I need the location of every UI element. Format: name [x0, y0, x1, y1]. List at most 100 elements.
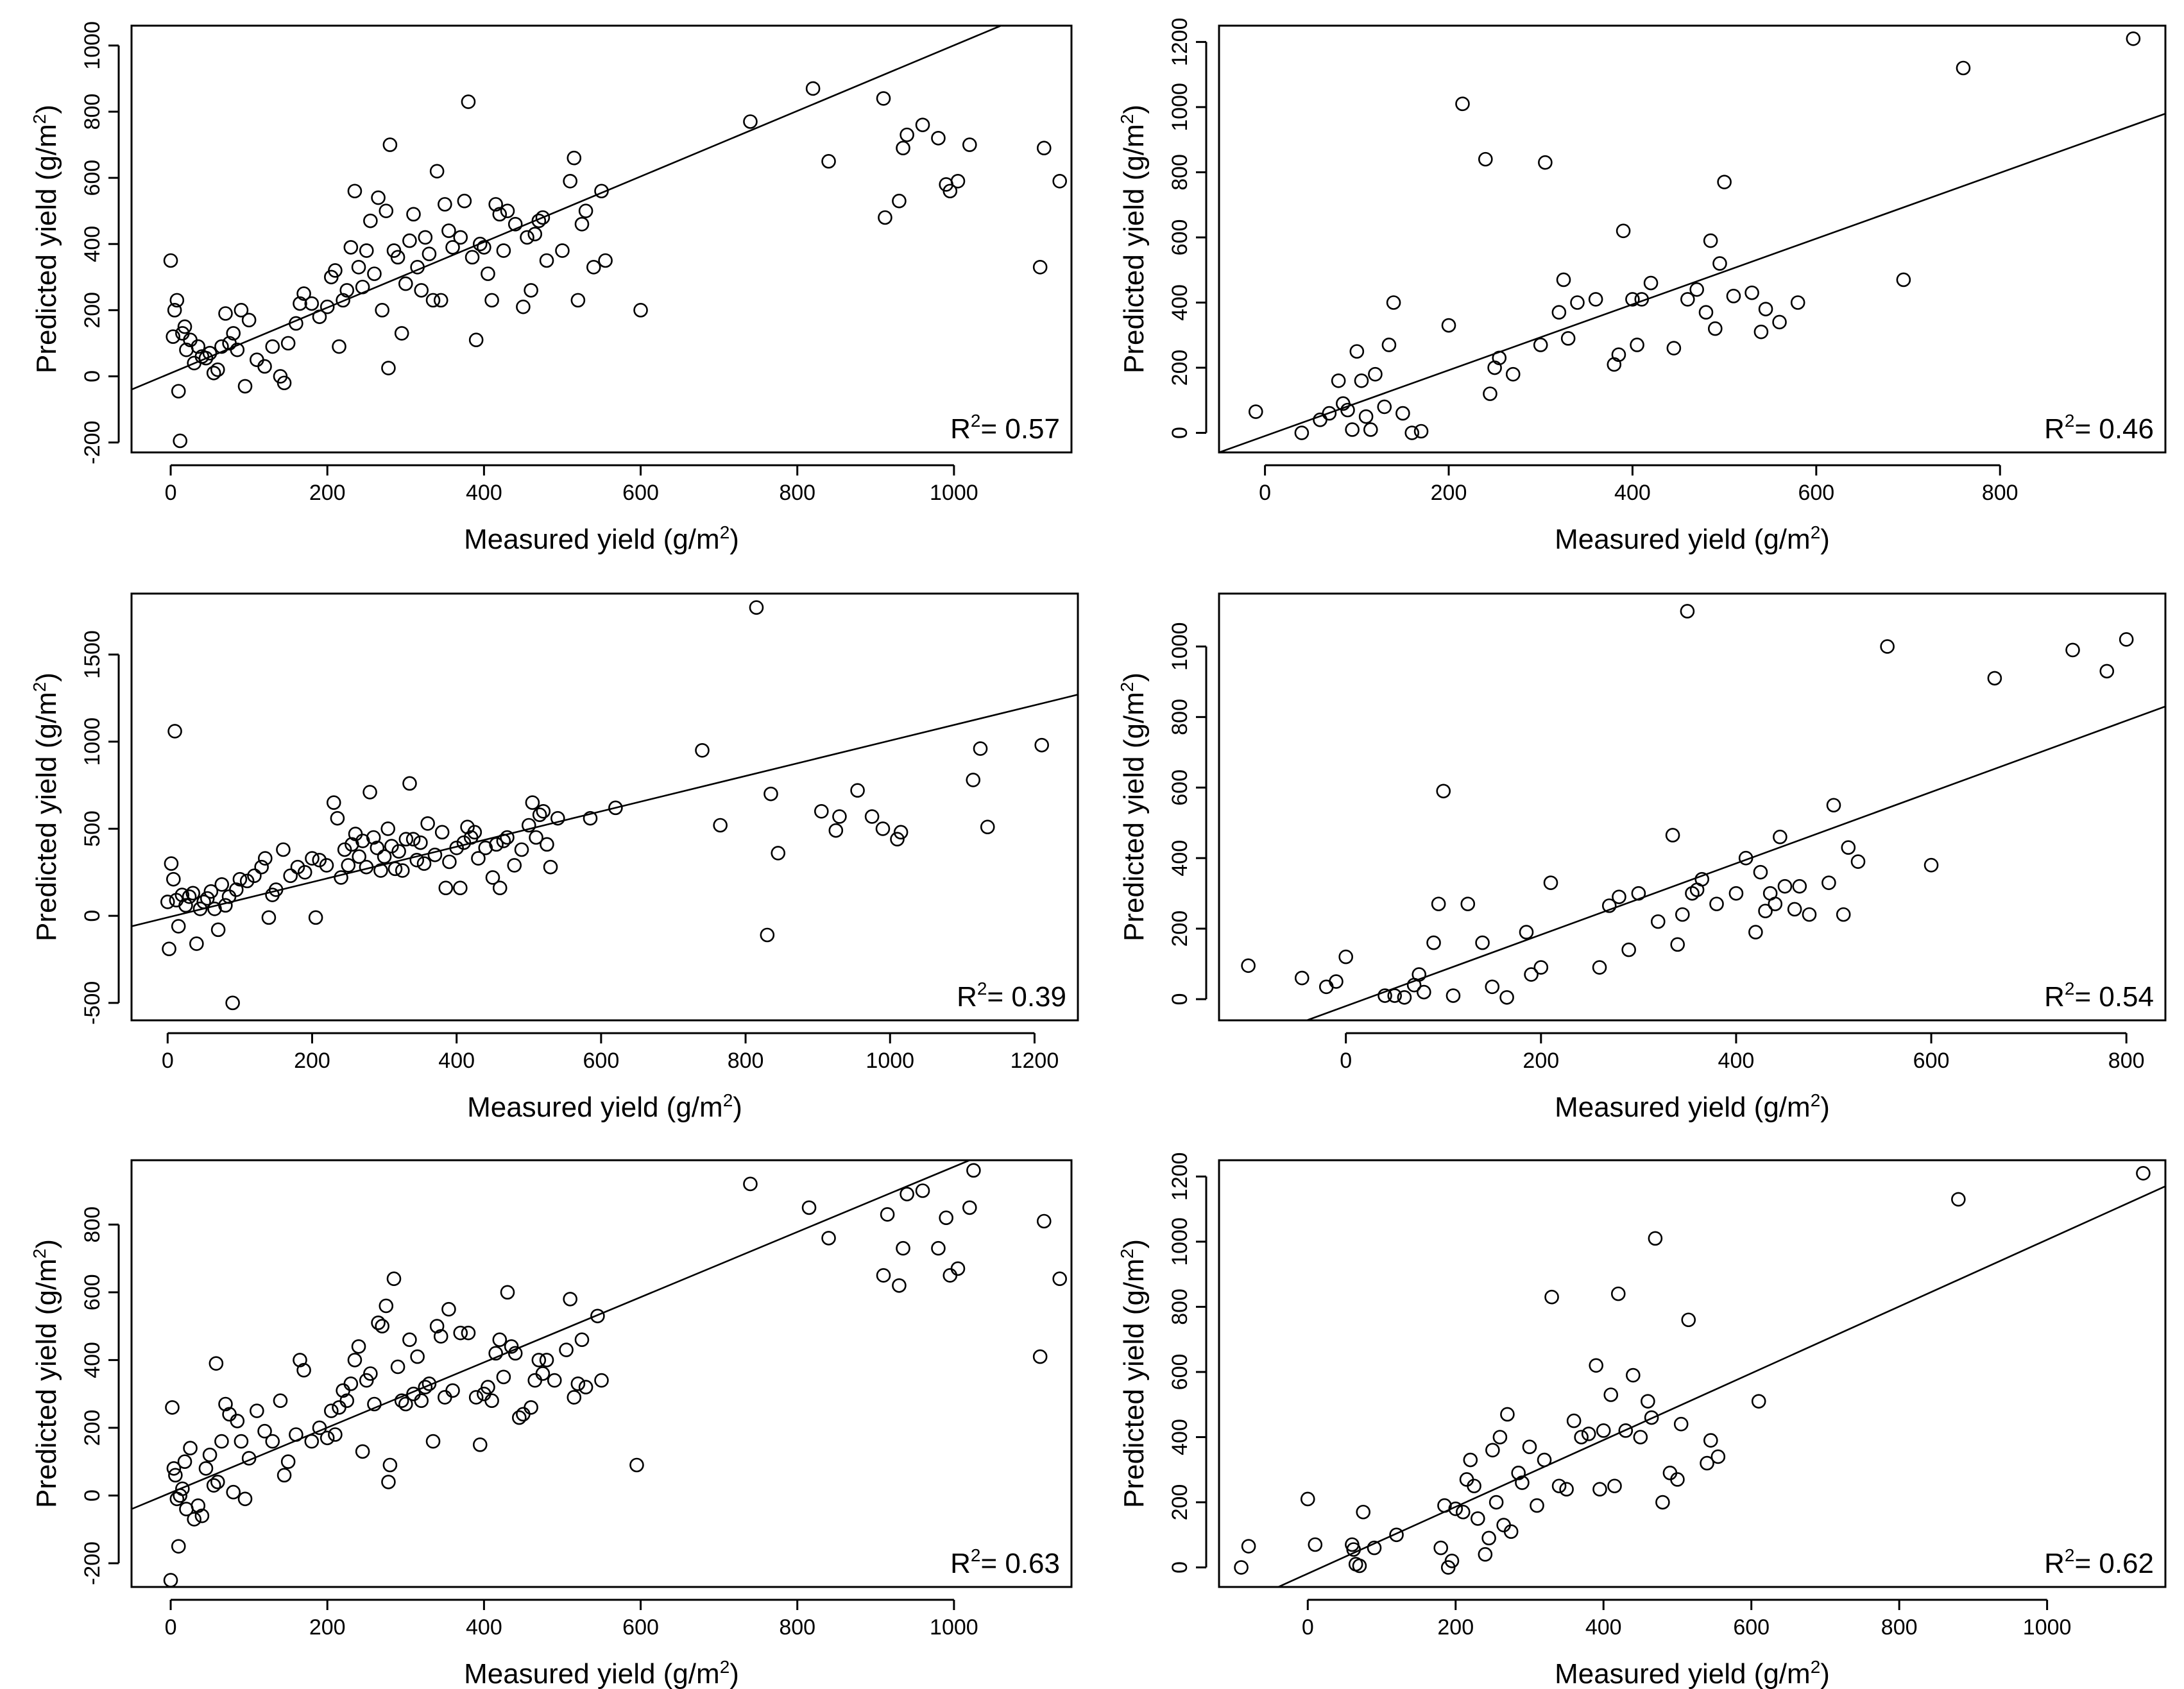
y-axis-title-sup: 2 [30, 114, 49, 124]
data-point [492, 1332, 508, 1348]
regression-line [1219, 112, 2165, 452]
data-point [943, 184, 958, 199]
data-point [241, 313, 257, 328]
y-tick-label: 0 [80, 910, 105, 922]
y-tick-label: 500 [80, 810, 105, 847]
data-point [973, 741, 988, 756]
data-point [1537, 1452, 1552, 1468]
plot-area [132, 26, 1067, 449]
data-point [893, 825, 909, 840]
data-point [198, 350, 214, 366]
data-point [425, 1434, 441, 1449]
data-point [418, 1380, 433, 1394]
data-point [1354, 373, 1369, 388]
r2-sup: 2 [971, 411, 981, 431]
data-point [1738, 850, 1753, 866]
data-point [162, 941, 176, 957]
data-point [821, 1231, 836, 1246]
data-point [1499, 990, 1514, 1005]
data-point [1475, 935, 1490, 950]
data-point [1581, 1427, 1596, 1441]
data-point [1611, 347, 1626, 363]
y-tick-label: 200 [80, 292, 105, 329]
r2-sup: 2 [2065, 1545, 2075, 1565]
data-point [500, 1285, 515, 1300]
data-point [1665, 828, 1680, 843]
data-point [1241, 1539, 1256, 1554]
data-point [527, 1373, 543, 1388]
y-tick-label: 600 [1168, 219, 1192, 256]
x-tick-label: 200 [1523, 1049, 1559, 1073]
data-point [209, 1356, 224, 1371]
plot-frame [130, 24, 1073, 454]
data-point [1241, 958, 1256, 973]
data-point [453, 880, 468, 896]
x-tick-label: 400 [466, 1615, 502, 1640]
data-point [1551, 1479, 1567, 1493]
data-point [390, 250, 405, 265]
data-point [351, 260, 366, 275]
regression-line [132, 694, 1078, 927]
data-point [1670, 1472, 1685, 1487]
data-point [532, 807, 547, 823]
data-point [347, 1353, 363, 1367]
data-point [1455, 1504, 1471, 1520]
data-point [2136, 1166, 2151, 1181]
data-point [563, 1292, 577, 1307]
data-point [379, 203, 394, 218]
data-point [1544, 1289, 1559, 1305]
data-point [743, 1176, 758, 1192]
y-axis-title-text: Predicted yield (g/m [1118, 692, 1150, 941]
data-point [1698, 305, 1714, 320]
data-point [226, 1484, 241, 1500]
data-point [1492, 350, 1507, 366]
plot-frame [1218, 24, 2167, 454]
data-point [1446, 988, 1461, 1003]
data-point [496, 243, 511, 258]
data-point [460, 819, 475, 835]
data-point [320, 299, 335, 314]
data-point [1821, 875, 1836, 890]
data-point [273, 1393, 288, 1409]
data-point [166, 329, 181, 344]
data-point [1052, 1271, 1067, 1287]
data-point [1533, 960, 1549, 975]
data-point [1294, 970, 1310, 986]
data-point [1612, 889, 1626, 904]
data-point [1503, 1524, 1519, 1539]
data-point [1463, 1452, 1478, 1468]
data-point [218, 1396, 233, 1412]
x-axis-title: Measured yield (g/m2) [1555, 522, 1830, 555]
data-point [363, 1366, 378, 1381]
data-point [160, 895, 175, 909]
data-point [296, 286, 311, 301]
data-point [237, 1491, 253, 1507]
data-point [1703, 1433, 1718, 1448]
data-point [1670, 937, 1685, 952]
r2-value: = 0.62 [2074, 1548, 2154, 1579]
panel-bottom-right: 0 200 400 600 800 1000 0 200 400 600 800 1000 1200 Me… [1117, 1153, 2167, 1689]
data-point [1511, 1466, 1526, 1480]
data-point [1481, 1530, 1496, 1546]
y-axis-title-end: ) [31, 1239, 62, 1249]
data-point [453, 1325, 468, 1341]
data-point [1666, 341, 1682, 356]
data-point [429, 1319, 445, 1333]
data-point [900, 127, 914, 142]
data-point [214, 877, 230, 892]
data-point [1836, 907, 1851, 922]
data-point [814, 803, 829, 819]
y-tick-label: 1000 [1168, 83, 1192, 132]
x-tick-label: 600 [1913, 1049, 1950, 1073]
data-point [760, 927, 775, 943]
data-point [405, 832, 421, 847]
data-point [1363, 422, 1378, 437]
data-point [241, 1451, 257, 1466]
y-tick-label: 200 [1168, 1484, 1192, 1521]
x-axis-title-text: Measured yield (g/m [1555, 1092, 1811, 1123]
data-point [339, 283, 355, 298]
data-point [355, 279, 370, 295]
data-point [171, 919, 186, 934]
x-tick-label: 0 [165, 1615, 177, 1640]
data-point [410, 260, 425, 275]
